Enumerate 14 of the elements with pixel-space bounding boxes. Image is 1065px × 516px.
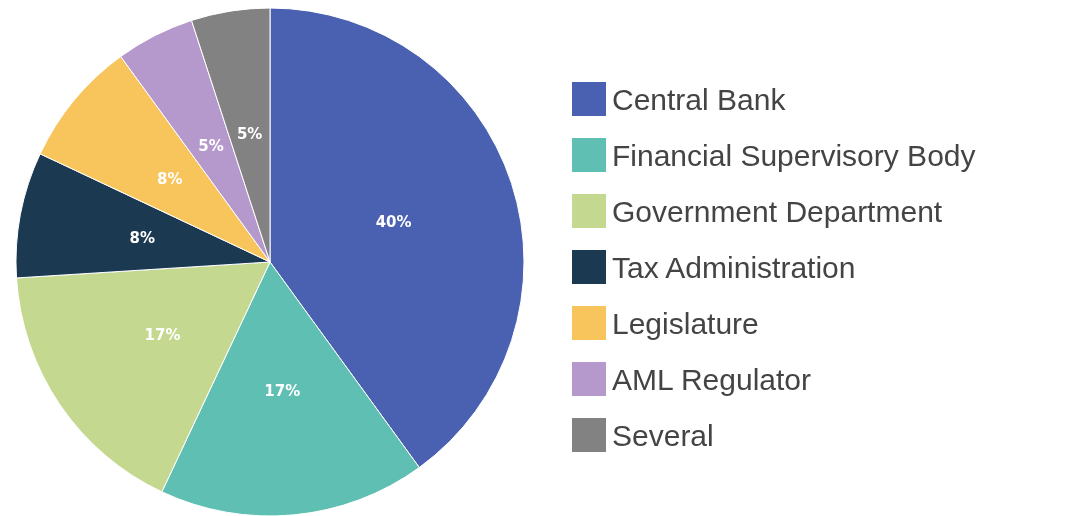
legend-label: AML Regulator	[612, 362, 811, 396]
data-label: 17%	[264, 382, 301, 401]
legend-label: Tax Administration	[612, 250, 856, 284]
data-label: 5%	[236, 124, 263, 143]
legend-label: Several	[612, 418, 714, 452]
data-label: 5%	[198, 137, 224, 156]
legend-label: Legislature	[612, 306, 759, 340]
data-label: 8%	[157, 170, 183, 189]
legend-label: Central Bank	[612, 82, 787, 116]
data-label: 8%	[129, 228, 156, 247]
legend-label: Financial Supervisory Body	[612, 138, 976, 172]
legend-label: Government Department	[612, 194, 943, 228]
data-label: 40%	[375, 212, 412, 231]
data-label: 17%	[144, 326, 181, 345]
